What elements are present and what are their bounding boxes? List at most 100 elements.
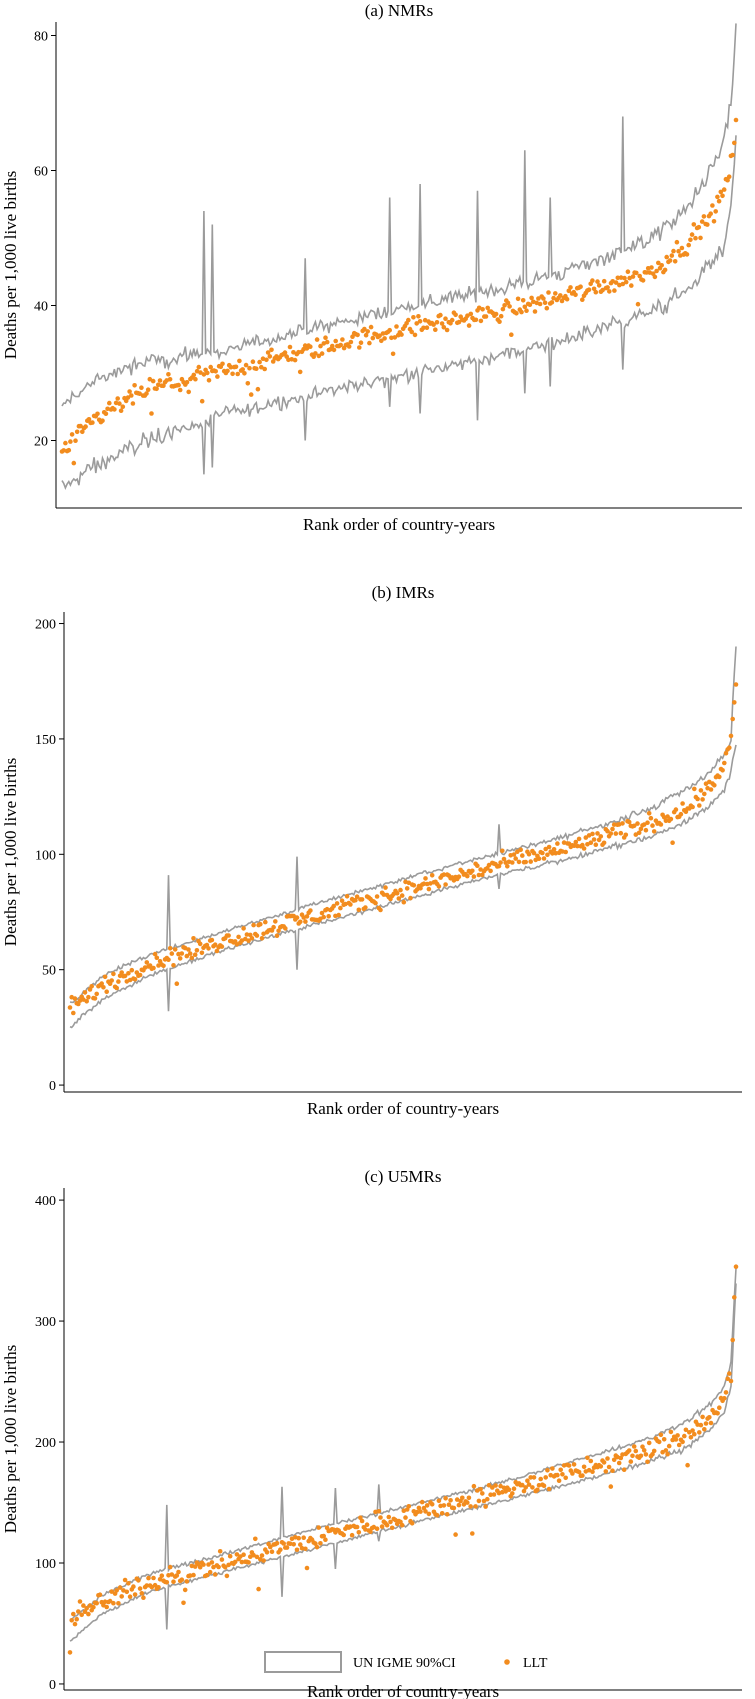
ci-upper-line: [61, 23, 737, 407]
llt-point: [679, 245, 685, 251]
llt-point: [78, 423, 83, 429]
llt-point: [356, 907, 362, 913]
llt-point: [646, 811, 652, 816]
llt-point: [636, 830, 642, 836]
llt-point: [241, 926, 246, 931]
llt-point: [107, 1598, 113, 1604]
llt-point: [115, 396, 120, 401]
llt-point: [355, 332, 360, 338]
llt-point: [727, 1371, 732, 1376]
llt-point: [417, 319, 423, 324]
llt-point: [225, 368, 230, 374]
llt-point: [436, 884, 442, 889]
llt-point: [625, 269, 631, 275]
llt-point: [318, 1541, 323, 1546]
y-tick-label: 100: [35, 1557, 56, 1572]
llt-point: [536, 1483, 542, 1488]
llt-point: [675, 1433, 680, 1438]
llt-point: [208, 364, 213, 370]
y-tick-label: 40: [34, 300, 48, 315]
llt-point: [488, 1492, 493, 1497]
panel-title: (c) U5MRs: [365, 1167, 442, 1186]
llt-point: [109, 978, 114, 983]
llt-point: [606, 1464, 612, 1470]
llt-point: [379, 1524, 385, 1529]
llt-point: [710, 203, 715, 208]
llt-point: [206, 1562, 211, 1567]
llt-point: [364, 1522, 370, 1527]
llt-point: [177, 387, 183, 393]
llt-point: [116, 1601, 121, 1606]
llt-point: [406, 880, 412, 886]
llt-point: [725, 1376, 730, 1381]
llt-point: [476, 1498, 482, 1504]
llt-point: [680, 801, 685, 806]
llt-point: [284, 1545, 290, 1550]
llt-point: [698, 788, 704, 793]
llt-point: [485, 305, 491, 311]
llt-point: [71, 1611, 76, 1617]
llt-point: [576, 1469, 582, 1475]
llt-point: [186, 947, 191, 952]
ci-lower-line: [61, 135, 737, 491]
llt-point: [649, 265, 654, 270]
llt-point: [668, 816, 674, 822]
llt-point: [401, 899, 407, 905]
llt-point: [658, 1432, 664, 1438]
llt-point: [581, 846, 587, 851]
llt-point: [69, 1618, 74, 1623]
llt-point: [102, 1599, 108, 1604]
llt-point: [689, 232, 695, 237]
llt-point: [441, 325, 447, 330]
llt-point: [172, 947, 178, 952]
llt-point: [493, 311, 499, 317]
llt-point: [389, 1525, 395, 1531]
llt-point: [712, 783, 717, 788]
llt-point: [132, 977, 138, 982]
llt-point: [94, 1600, 99, 1606]
llt-point: [622, 275, 627, 281]
llt-point: [219, 1557, 225, 1562]
llt-point: [575, 843, 580, 849]
llt-point: [423, 1509, 428, 1514]
llt-point: [111, 971, 116, 977]
llt-point: [543, 846, 548, 852]
llt-point: [465, 313, 470, 319]
llt-point: [443, 1496, 448, 1501]
llt-point: [281, 1541, 287, 1546]
y-tick-label: 100: [35, 848, 56, 863]
llt-point: [269, 347, 274, 353]
llt-point: [112, 407, 117, 412]
llt-point: [330, 343, 335, 349]
llt-point: [546, 1486, 552, 1492]
llt-point: [80, 429, 85, 435]
llt-point: [81, 1603, 86, 1608]
llt-point: [545, 852, 550, 858]
x-axis-label: Rank order of country-years: [307, 1099, 499, 1118]
llt-point: [193, 376, 198, 382]
llt-point: [466, 323, 472, 328]
llt-point: [316, 1525, 322, 1530]
llt-point: [414, 321, 420, 326]
llt-point: [101, 985, 106, 990]
llt-point: [167, 1564, 173, 1570]
llt-point: [399, 893, 405, 898]
llt-point: [212, 1572, 218, 1577]
llt-point: [339, 898, 345, 903]
llt-point: [638, 1453, 644, 1459]
llt-point: [257, 359, 262, 365]
llt-point: [605, 285, 610, 290]
llt-point: [563, 1475, 568, 1481]
llt-point: [196, 364, 202, 370]
llt-point: [392, 335, 398, 340]
llt-point: [651, 829, 657, 834]
legend-point-swatch: [504, 1659, 510, 1665]
llt-point: [650, 1452, 655, 1457]
llt-point: [611, 822, 617, 827]
llt-point: [615, 275, 621, 281]
llt-point: [265, 350, 271, 355]
panel-title: (a) NMRs: [365, 1, 433, 20]
llt-point: [513, 856, 518, 861]
llt-point: [573, 292, 578, 298]
llt-point: [239, 1559, 245, 1565]
